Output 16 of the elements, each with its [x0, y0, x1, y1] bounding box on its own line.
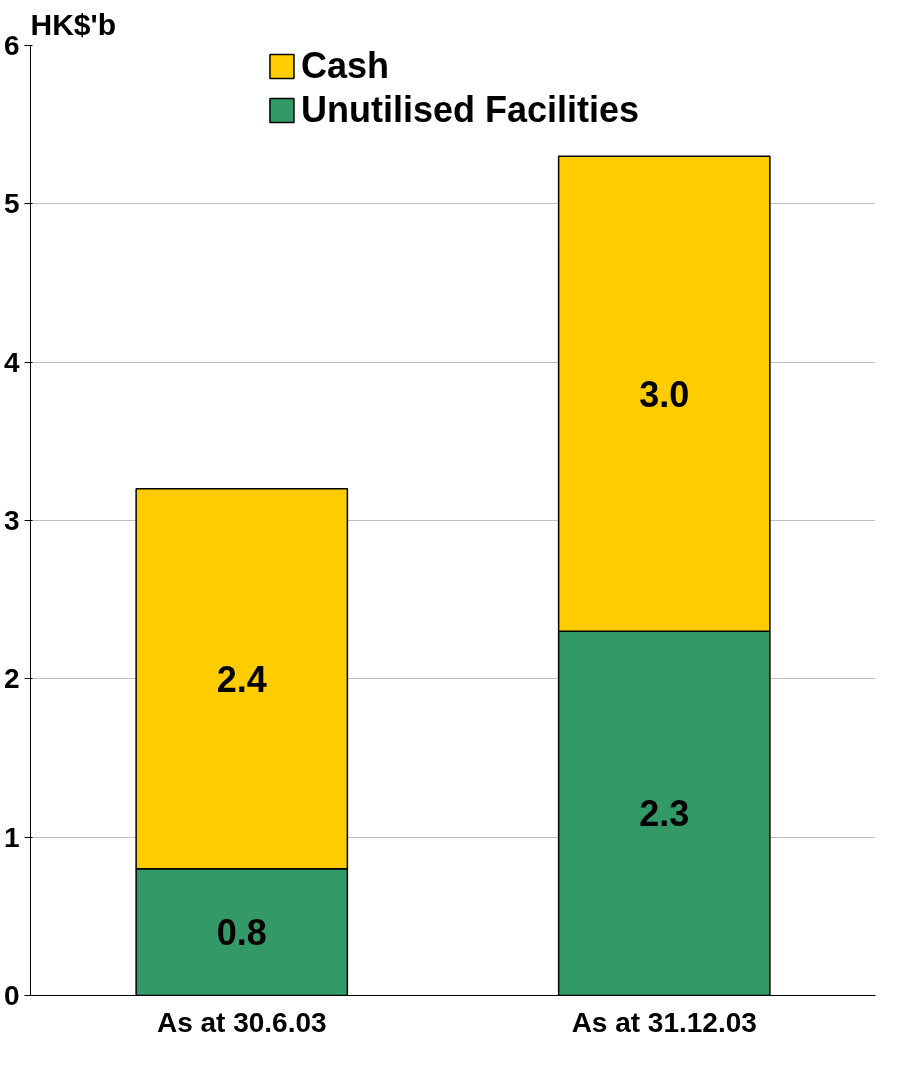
y-tick-label: 2	[3, 663, 20, 695]
y-tick-label: 4	[3, 346, 20, 378]
data-label: 0.8	[216, 912, 267, 954]
y-tick-label: 6	[3, 30, 20, 61]
data-label: 2.3	[639, 793, 690, 835]
y-axis-title: HK$'b	[30, 7, 116, 41]
legend-label: Cash	[300, 45, 389, 87]
x-tick-label: As at 30.6.03	[156, 1006, 327, 1038]
y-tick-label: 0	[3, 980, 20, 1011]
data-label: 2.4	[216, 658, 267, 700]
y-tick-label: 5	[3, 188, 20, 220]
y-tick-label: 1	[3, 821, 20, 853]
legend-label: Unutilised Facilities	[300, 89, 640, 131]
data-label: 3.0	[639, 373, 690, 415]
y-tick-label: 3	[3, 505, 20, 536]
x-tick-label: As at 31.12.03	[571, 1006, 757, 1038]
